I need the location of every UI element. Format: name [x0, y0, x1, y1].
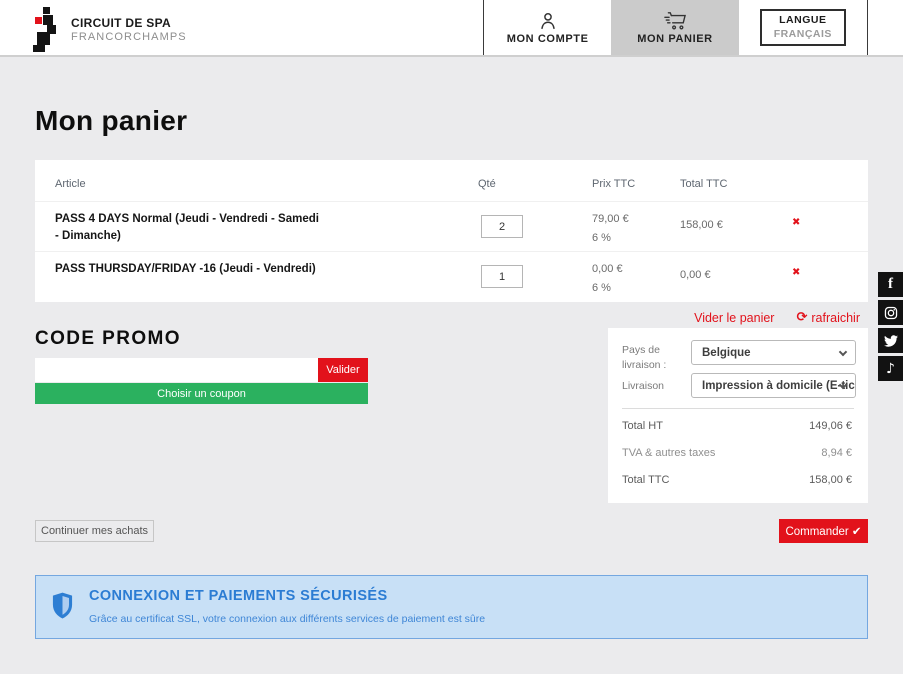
brand-line2: FRANCORCHAMPS	[71, 30, 187, 43]
empty-cart-link[interactable]: Vider le panier	[694, 310, 775, 325]
security-banner: CONNEXION ET PAIEMENTS SÉCURISÉS Grâce a…	[35, 575, 868, 639]
brand-text: CIRCUIT DE SPA FRANCORCHAMPS	[71, 16, 187, 43]
summary-label: Total HT	[622, 420, 663, 432]
summary-value: 8,94 €	[821, 447, 852, 459]
nav-cart[interactable]: MON PANIER	[611, 0, 739, 55]
remove-item-icon[interactable]: ✖	[792, 267, 801, 278]
facebook-icon[interactable]: f	[878, 272, 903, 297]
shipping-selected-value: Impression à domicile (E-ticl	[702, 379, 856, 392]
refresh-cart-link[interactable]: ⟳ rafraichir	[796, 310, 860, 325]
nav-cart-label: MON PANIER	[637, 33, 713, 45]
brand-line1: CIRCUIT DE SPA	[71, 15, 171, 30]
order-summary: Pays de livraison : Belgique Livraison I…	[608, 328, 868, 503]
nav-account[interactable]: MON COMPTE	[484, 0, 611, 55]
refresh-label: rafraichir	[811, 310, 860, 325]
summary-divider	[622, 408, 854, 409]
chevron-down-icon	[838, 347, 848, 357]
continue-shopping-button[interactable]: Continuer mes achats	[35, 520, 154, 542]
summary-value: 149,06 €	[809, 420, 852, 432]
shield-icon	[51, 591, 74, 626]
choose-coupon-button[interactable]: Choisir un coupon	[35, 383, 368, 404]
country-label: Pays de livraison :	[622, 344, 667, 372]
promo-submit-button[interactable]: Valider	[318, 358, 368, 382]
language-button[interactable]: LANGUE FRANÇAIS	[759, 8, 846, 47]
nav-account-label: MON COMPTE	[506, 33, 589, 45]
item-unit-price: 79,00 €	[592, 213, 629, 225]
language-label-line2: FRANÇAIS	[773, 27, 832, 40]
cart-table-header: Article Qté Prix TTC Total TTC	[35, 160, 868, 202]
security-subtitle: Grâce au certificat SSL, votre connexion…	[89, 613, 486, 625]
quantity-input[interactable]	[481, 265, 523, 288]
summary-row-tva: TVA & autres taxes 8,94 €	[622, 447, 852, 459]
quantity-input[interactable]	[481, 215, 523, 238]
item-vat-rate: 6 %	[592, 282, 611, 295]
summary-label: TVA & autres taxes	[622, 447, 716, 459]
chicane-logo-icon	[33, 7, 56, 52]
summary-row-total-ttc: Total TTC 158,00 €	[622, 474, 852, 486]
twitter-icon[interactable]	[878, 328, 903, 353]
country-select[interactable]: Belgique	[691, 340, 856, 365]
column-header-qty: Qté	[478, 178, 496, 190]
cart-row: PASS 4 DAYS Normal (Jeudi - Vendredi - S…	[35, 202, 868, 252]
item-price: 0,00 € 6 %	[592, 260, 623, 299]
tiktok-icon[interactable]: ♪	[878, 356, 903, 381]
social-sidebar: f ♪	[878, 272, 903, 381]
item-vat-rate: 6 %	[592, 232, 611, 245]
summary-value: 158,00 €	[809, 474, 852, 486]
column-header-total: Total TTC	[680, 178, 728, 190]
remove-item-icon[interactable]: ✖	[792, 217, 801, 228]
cart-actions: Vider le panier ⟳ rafraichir	[508, 310, 860, 325]
cart-icon	[664, 12, 686, 30]
site-header: CIRCUIT DE SPA FRANCORCHAMPS MON COMPTE	[0, 0, 903, 57]
promo-heading: CODE PROMO	[35, 328, 181, 349]
cart-row: PASS THURSDAY/FRIDAY -16 (Jeudi - Vendre…	[35, 252, 868, 302]
summary-row-total-ht: Total HT 149,06 €	[622, 420, 852, 432]
item-name: PASS 4 DAYS Normal (Jeudi - Vendredi - S…	[55, 213, 319, 243]
shipping-label: Livraison	[622, 380, 665, 392]
user-icon	[540, 13, 555, 30]
language-cell: LANGUE FRANÇAIS	[739, 0, 867, 55]
checkout-label: Commander	[785, 526, 849, 538]
checkout-button[interactable]: Commander ✔	[779, 519, 868, 543]
header-nav: MON COMPTE MON PANIER LANGUE FRANÇAIS	[483, 0, 868, 55]
item-price: 79,00 € 6 %	[592, 210, 629, 249]
column-header-article: Article	[55, 178, 86, 190]
refresh-icon: ⟳	[796, 310, 808, 325]
security-title: CONNEXION ET PAIEMENTS SÉCURISÉS	[89, 588, 388, 604]
page-title: Mon panier	[35, 105, 188, 136]
brand-logo[interactable]: CIRCUIT DE SPA FRANCORCHAMPS	[28, 5, 187, 53]
item-unit-price: 0,00 €	[592, 263, 623, 275]
promo-form: Valider	[35, 358, 368, 382]
item-total: 0,00 €	[680, 269, 711, 281]
instagram-icon[interactable]	[878, 300, 903, 325]
column-header-price: Prix TTC	[592, 178, 636, 190]
language-label-line1: LANGUE	[779, 13, 827, 26]
check-icon: ✔	[851, 526, 862, 538]
promo-code-input[interactable]	[35, 358, 318, 382]
shipping-select[interactable]: Impression à domicile (E-ticl	[691, 373, 856, 398]
country-selected-value: Belgique	[702, 346, 751, 359]
item-total: 158,00 €	[680, 219, 723, 231]
summary-label: Total TTC	[622, 474, 670, 486]
item-name: PASS THURSDAY/FRIDAY -16 (Jeudi - Vendre…	[55, 263, 316, 275]
cart-table: Article Qté Prix TTC Total TTC PASS 4 DA…	[35, 160, 868, 302]
